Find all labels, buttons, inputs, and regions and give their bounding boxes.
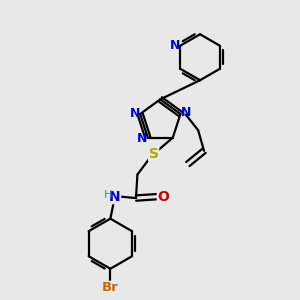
Text: N: N	[130, 107, 140, 120]
Text: H: H	[104, 190, 112, 200]
Text: S: S	[148, 147, 159, 161]
Text: Br: Br	[102, 281, 119, 294]
Text: O: O	[158, 190, 169, 204]
Text: N: N	[109, 190, 121, 204]
Text: N: N	[181, 106, 191, 119]
Text: N: N	[170, 39, 180, 52]
Text: N: N	[137, 132, 148, 145]
